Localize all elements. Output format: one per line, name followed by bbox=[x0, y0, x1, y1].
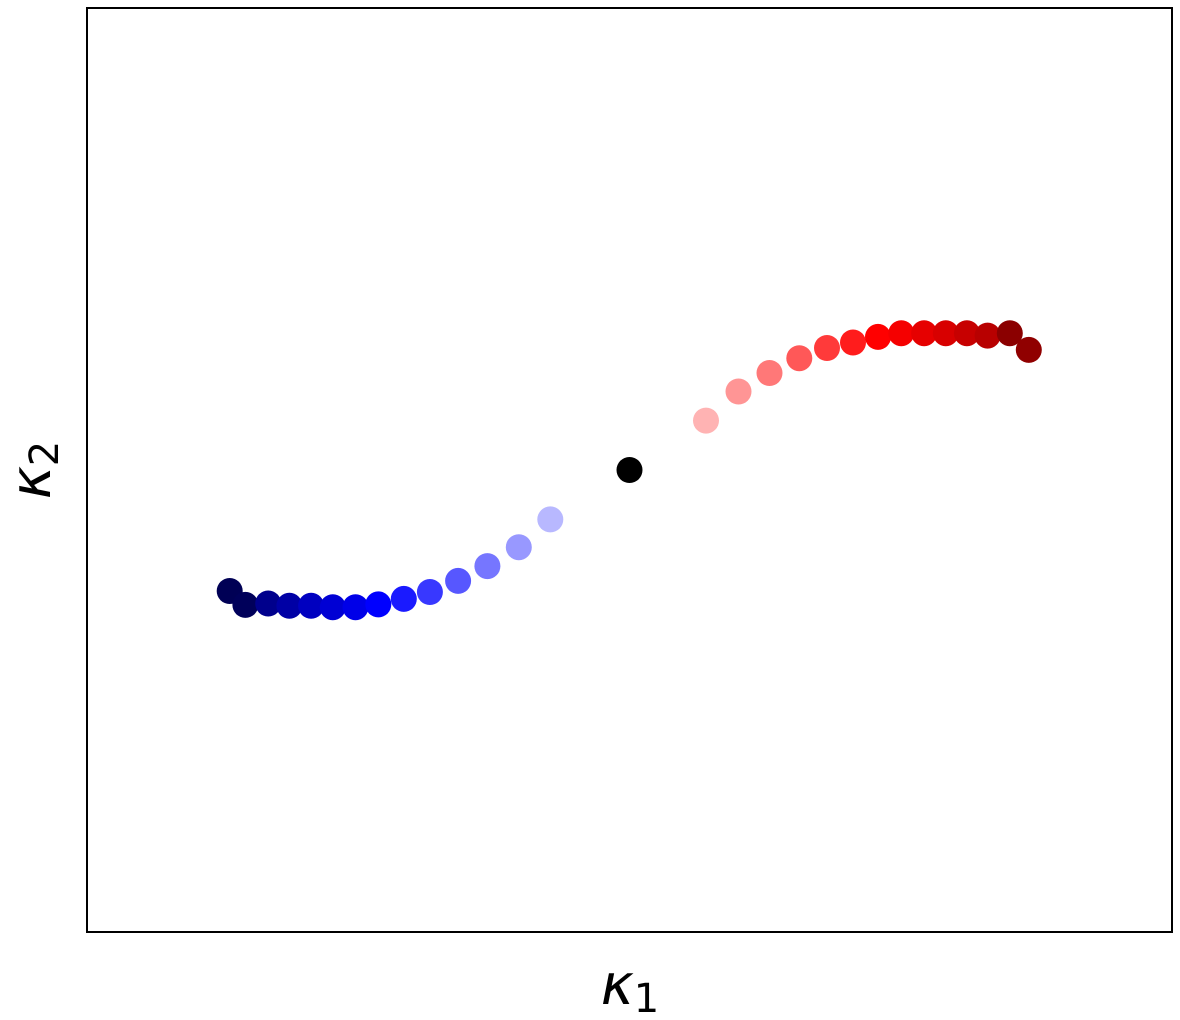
data-point-29 bbox=[1015, 336, 1042, 363]
data-point-3 bbox=[255, 590, 282, 617]
data-point-20 bbox=[814, 335, 840, 361]
data-point-25 bbox=[932, 320, 959, 347]
y-axis-label-symbol: κ bbox=[0, 466, 64, 499]
data-point-5 bbox=[298, 592, 325, 619]
data-point-18 bbox=[756, 360, 783, 386]
data-point-12 bbox=[474, 553, 501, 580]
data-point-22 bbox=[865, 323, 891, 350]
data-point-16 bbox=[693, 407, 719, 434]
data-point-8 bbox=[365, 591, 392, 618]
data-point-4 bbox=[276, 592, 303, 619]
data-point-28 bbox=[996, 320, 1023, 347]
data-point-11 bbox=[445, 567, 472, 594]
y-axis-label-subscript: 2 bbox=[22, 441, 68, 466]
data-point-26 bbox=[953, 320, 980, 347]
data-point-2 bbox=[232, 591, 259, 618]
data-point-6 bbox=[319, 594, 346, 621]
data-point-14 bbox=[537, 506, 564, 533]
data-point-19 bbox=[786, 345, 813, 372]
data-point-24 bbox=[911, 320, 938, 347]
data-point-10 bbox=[416, 579, 443, 605]
x-axis-label-symbol: κ bbox=[601, 953, 634, 1018]
data-points bbox=[216, 320, 1042, 621]
data-point-27 bbox=[974, 322, 1001, 349]
data-point-13 bbox=[505, 534, 532, 561]
y-axis-label: κ2 bbox=[0, 441, 68, 499]
data-point-21 bbox=[840, 329, 866, 356]
x-axis-label-subscript: 1 bbox=[634, 976, 659, 1020]
data-point-17 bbox=[725, 378, 752, 405]
data-point-15 bbox=[616, 457, 643, 483]
x-axis-label: κ1 bbox=[601, 953, 659, 1020]
data-point-23 bbox=[888, 320, 915, 347]
data-point-9 bbox=[390, 585, 417, 612]
data-point-7 bbox=[342, 594, 369, 621]
